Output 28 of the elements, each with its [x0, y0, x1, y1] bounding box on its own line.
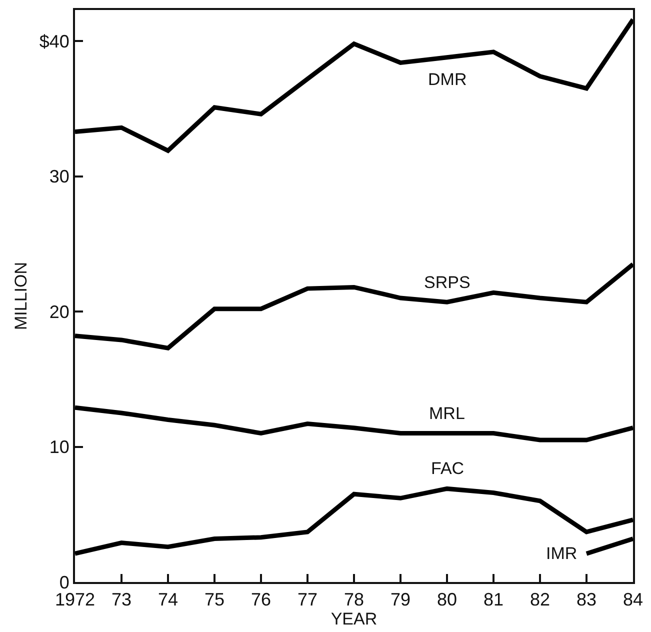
x-tick-label: 74 — [158, 590, 178, 610]
y-tick-label: 0 — [59, 572, 70, 592]
line-series — [75, 262, 633, 350]
x-tick-label: 80 — [436, 590, 458, 610]
x-tick-label: 78 — [344, 590, 364, 610]
y-tick-label: 30 — [49, 166, 70, 187]
x-tick-label: 84 — [622, 590, 644, 610]
x-tick-label: 83 — [576, 590, 597, 610]
y-axis-title: MILLION — [11, 262, 30, 330]
x-tick-label: 79 — [390, 590, 411, 610]
series-label: FAC — [431, 459, 464, 478]
x-tick-label: 76 — [250, 590, 272, 610]
x-tick-label: 73 — [111, 590, 132, 610]
x-tick-label: 82 — [530, 590, 550, 610]
x-tick-label: 77 — [297, 590, 318, 610]
x-tick-label: 81 — [483, 590, 504, 610]
series-label: IMR — [546, 544, 578, 563]
y-tick-label: 20 — [49, 302, 70, 322]
x-tick-label: 75 — [204, 590, 225, 610]
y-tick-label: 10 — [49, 437, 70, 458]
series-label: SRPS — [424, 273, 470, 292]
x-axis-title: YEAR — [330, 610, 378, 629]
series-label: MRL — [429, 404, 465, 423]
y-tick-label: $40 — [39, 31, 70, 52]
line-series — [75, 405, 633, 442]
series-label: DMR — [428, 70, 467, 89]
x-tick-label: 1972 — [54, 590, 96, 610]
line-series — [75, 17, 633, 153]
